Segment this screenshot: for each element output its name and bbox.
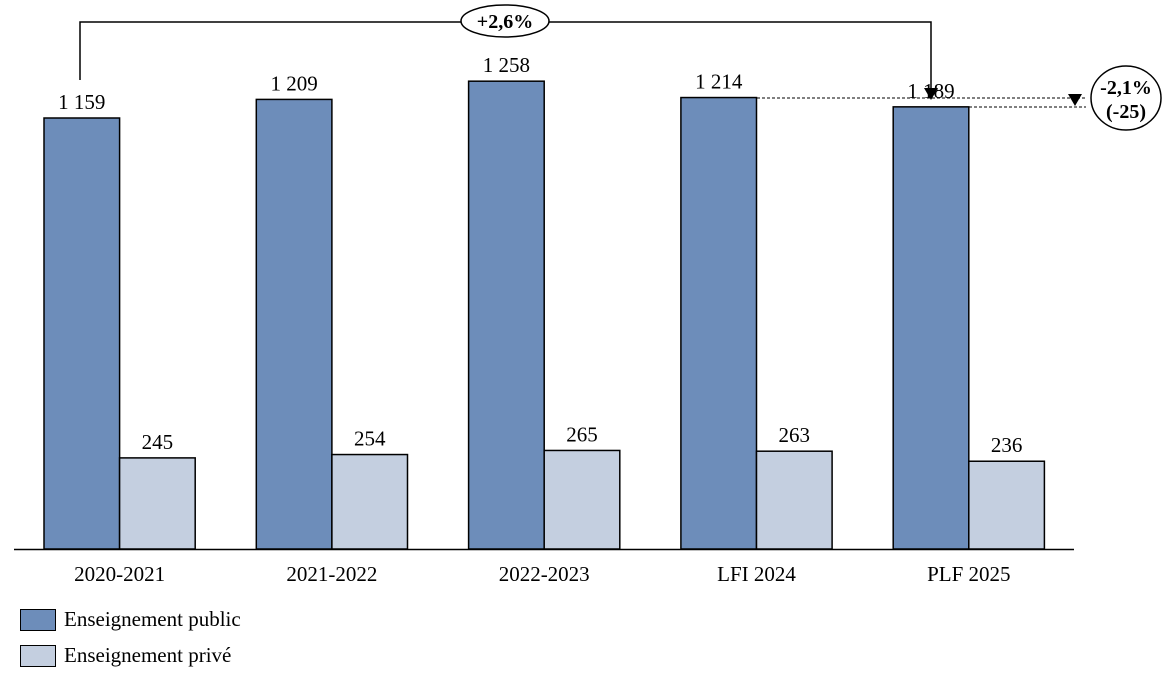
legend-label-public: Enseignement public: [64, 607, 241, 631]
x-tick-label: 2021-2022: [286, 562, 377, 586]
x-tick-label: 2020-2021: [74, 562, 165, 586]
arrow-down-icon: [1068, 94, 1082, 106]
bar-public-1: [255, 98, 333, 550]
data-label: 1 214: [695, 70, 743, 94]
data-label: 263: [779, 423, 811, 447]
bar-private-1: [331, 453, 409, 550]
data-label: 1 159: [58, 90, 105, 114]
growth-total-label: +2,6%: [477, 11, 533, 33]
bar-public-3: [680, 96, 758, 550]
arrow-down-icon: [924, 88, 938, 100]
data-label: 1 258: [483, 53, 530, 77]
data-label: 254: [354, 427, 386, 451]
change-abs-label: (-25): [1106, 101, 1146, 123]
bar-private-2: [543, 449, 621, 550]
x-tick-label: PLF 2025: [927, 562, 1010, 586]
data-label: 236: [991, 433, 1023, 457]
last-change-annotation: -2,1% (-25): [757, 65, 1162, 131]
growth-bracket: +2,6%: [79, 4, 938, 100]
data-label: 245: [142, 430, 174, 454]
bar-private-3: [755, 450, 833, 550]
legend-swatch-public: [20, 609, 56, 631]
bar-public-4: [892, 106, 970, 550]
change-pct-label: -2,1%: [1100, 77, 1152, 99]
x-tick-label: LFI 2024: [717, 562, 796, 586]
bar-public-2: [467, 80, 545, 550]
data-label: 1 209: [270, 71, 317, 95]
legend-label-private: Enseignement privé: [64, 643, 232, 667]
bar-public-0: [43, 117, 121, 550]
bar-private-0: [118, 457, 196, 550]
bar-private-4: [968, 460, 1046, 550]
data-label: 265: [566, 422, 598, 446]
x-tick-label: 2022-2023: [499, 562, 590, 586]
legend-swatch-private: [20, 645, 56, 667]
